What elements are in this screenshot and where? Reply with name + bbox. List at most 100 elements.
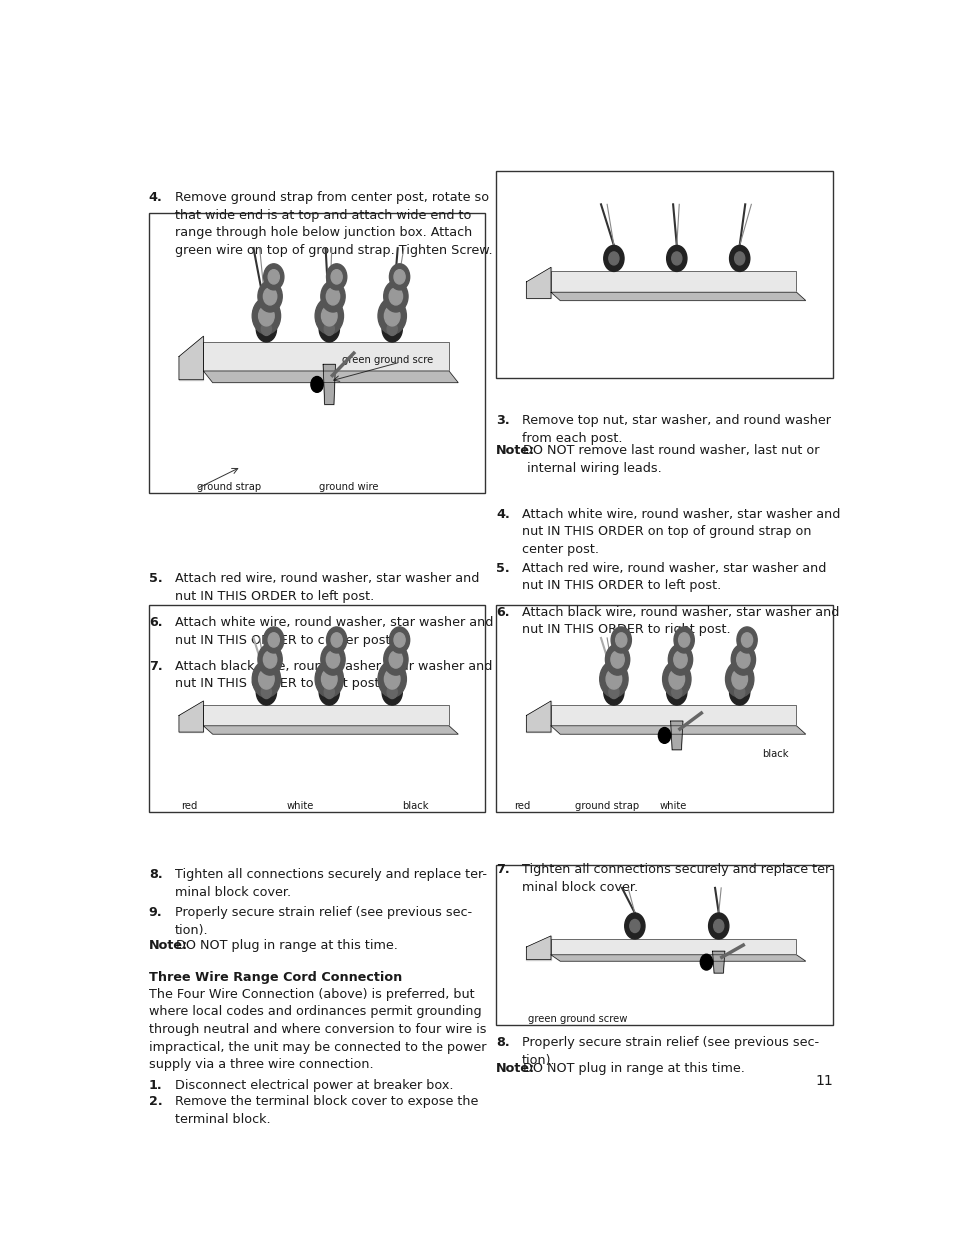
Bar — [496, 866, 832, 1025]
Bar — [496, 170, 832, 378]
Circle shape — [605, 669, 621, 689]
Text: 9.: 9. — [149, 906, 162, 919]
Circle shape — [257, 280, 282, 312]
Text: nut IN THIS ORDER to left post.: nut IN THIS ORDER to left post. — [174, 590, 374, 603]
Text: supply via a three wire connection.: supply via a three wire connection. — [149, 1058, 373, 1071]
Circle shape — [599, 661, 627, 698]
Text: range through hole below junction box. Attach: range through hole below junction box. A… — [174, 226, 472, 240]
Circle shape — [674, 627, 694, 653]
Text: 11: 11 — [814, 1073, 832, 1088]
Text: Tighten all connections securely and replace ter-: Tighten all connections securely and rep… — [521, 863, 833, 877]
Polygon shape — [203, 370, 457, 383]
Bar — [149, 212, 485, 494]
Circle shape — [662, 661, 690, 698]
Text: ground wire: ground wire — [318, 483, 378, 493]
Text: 8.: 8. — [496, 1036, 510, 1050]
Text: Attach black wire, round washer, star washer and: Attach black wire, round washer, star wa… — [521, 605, 839, 619]
Text: white: white — [287, 802, 314, 811]
Text: The Four Wire Connection (above) is preferred, but: The Four Wire Connection (above) is pref… — [149, 988, 474, 1000]
Circle shape — [608, 685, 618, 699]
Text: 8.: 8. — [149, 868, 162, 881]
Polygon shape — [526, 936, 551, 960]
Circle shape — [629, 920, 639, 932]
Polygon shape — [551, 955, 805, 961]
Circle shape — [708, 913, 728, 939]
Circle shape — [700, 955, 712, 969]
Text: ground strap: ground strap — [196, 483, 261, 493]
Circle shape — [268, 632, 279, 647]
Circle shape — [666, 679, 686, 705]
Circle shape — [389, 288, 402, 305]
Circle shape — [314, 298, 343, 335]
Text: DO NOT plug in range at this time.: DO NOT plug in range at this time. — [518, 1062, 744, 1074]
Circle shape — [314, 661, 343, 698]
Circle shape — [736, 651, 749, 668]
Text: DO NOT plug in range at this time.: DO NOT plug in range at this time. — [172, 940, 397, 952]
Text: terminal block.: terminal block. — [174, 1113, 270, 1126]
Circle shape — [377, 298, 406, 335]
Circle shape — [658, 727, 670, 743]
Circle shape — [261, 322, 272, 336]
Text: white: white — [659, 802, 687, 811]
Text: 4.: 4. — [496, 508, 510, 521]
Circle shape — [666, 246, 686, 272]
Circle shape — [320, 280, 345, 312]
Circle shape — [615, 632, 626, 647]
Circle shape — [263, 288, 276, 305]
Circle shape — [673, 651, 686, 668]
Circle shape — [730, 643, 755, 676]
Circle shape — [734, 252, 744, 266]
Text: Properly secure strain relief (see previous sec-: Properly secure strain relief (see previ… — [174, 906, 472, 919]
Circle shape — [734, 685, 744, 699]
Polygon shape — [712, 951, 724, 973]
Circle shape — [610, 651, 623, 668]
Circle shape — [319, 679, 339, 705]
Text: Attach black wire, round washer, star washer and: Attach black wire, round washer, star wa… — [174, 659, 492, 673]
Text: nut IN THIS ORDER on top of ground strap on: nut IN THIS ORDER on top of ground strap… — [521, 525, 811, 538]
Text: red: red — [181, 802, 197, 811]
Text: green ground scre: green ground scre — [342, 354, 433, 366]
Text: Attach white wire, round washer, star washer and: Attach white wire, round washer, star wa… — [521, 508, 840, 521]
Circle shape — [678, 632, 689, 647]
Text: 7.: 7. — [149, 659, 162, 673]
Circle shape — [326, 264, 347, 290]
Text: 2.: 2. — [149, 1095, 162, 1108]
Text: from each post.: from each post. — [521, 432, 622, 445]
Circle shape — [389, 627, 409, 653]
Text: Disconnect electrical power at breaker box.: Disconnect electrical power at breaker b… — [174, 1079, 453, 1092]
Text: 1.: 1. — [149, 1079, 162, 1092]
Circle shape — [725, 661, 753, 698]
Circle shape — [389, 651, 402, 668]
Circle shape — [740, 632, 752, 647]
Text: DO NOT remove last round washer, last nut or: DO NOT remove last round washer, last nu… — [518, 443, 819, 457]
Circle shape — [257, 643, 282, 676]
Text: Attach red wire, round washer, star washer and: Attach red wire, round washer, star wash… — [174, 572, 478, 585]
Text: tion).: tion). — [174, 924, 208, 936]
Bar — [551, 705, 796, 726]
Circle shape — [252, 661, 280, 698]
Circle shape — [263, 651, 276, 668]
Circle shape — [263, 264, 284, 290]
Text: Remove the terminal block cover to expose the: Remove the terminal block cover to expos… — [174, 1095, 477, 1108]
Circle shape — [603, 246, 623, 272]
Text: through neutral and where conversion to four wire is: through neutral and where conversion to … — [149, 1023, 486, 1036]
Text: impractical, the unit may be connected to the power: impractical, the unit may be connected t… — [149, 1041, 486, 1053]
Circle shape — [258, 306, 274, 326]
Circle shape — [394, 632, 405, 647]
Circle shape — [394, 269, 405, 284]
Polygon shape — [203, 726, 457, 734]
Text: black: black — [761, 748, 787, 758]
Text: Three Wire Range Cord Connection: Three Wire Range Cord Connection — [149, 971, 401, 984]
Text: Note:: Note: — [496, 1062, 535, 1074]
Circle shape — [624, 913, 644, 939]
Text: Properly secure strain relief (see previous sec-: Properly secure strain relief (see previ… — [521, 1036, 819, 1050]
Circle shape — [384, 306, 399, 326]
Text: green ground screw: green ground screw — [527, 1014, 627, 1024]
Circle shape — [608, 252, 618, 266]
Circle shape — [256, 679, 276, 705]
Circle shape — [729, 679, 749, 705]
Bar — [496, 605, 832, 811]
Text: Remove ground strap from center post, rotate so: Remove ground strap from center post, ro… — [174, 191, 488, 204]
Text: nut IN THIS ORDER to left post.: nut IN THIS ORDER to left post. — [521, 579, 720, 593]
Text: nut IN THIS ORDER to right post.: nut IN THIS ORDER to right post. — [174, 678, 383, 690]
